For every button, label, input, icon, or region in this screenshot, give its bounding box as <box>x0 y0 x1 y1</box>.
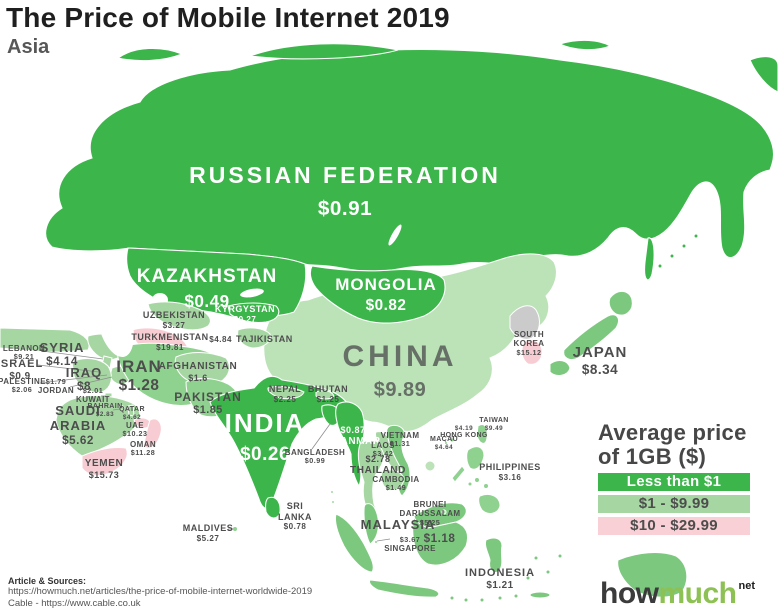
country-shape-india <box>209 375 349 509</box>
legend-band-1-to-9: $1 - $9.99 <box>598 494 750 513</box>
country-shape-philippines-luzon <box>466 446 485 470</box>
philippine-island <box>467 481 473 487</box>
philippine-island <box>474 477 480 483</box>
sunda-island <box>513 593 519 599</box>
legend-title-line1: Average price <box>598 420 747 445</box>
country-shape-myanmar <box>335 401 365 488</box>
andaman-island <box>330 490 334 494</box>
country-shape-sri-lanka <box>265 496 281 519</box>
arctic-island <box>249 43 399 60</box>
leader-singapore <box>376 538 391 542</box>
country-shape-japan-hokkaido <box>608 291 633 316</box>
leader-bahrain <box>112 408 121 411</box>
country-shape-tajikistan <box>237 327 271 349</box>
country-shape-qatar <box>127 404 135 417</box>
philippine-island <box>483 483 489 489</box>
kuril-island <box>669 253 675 259</box>
country-shape-indonesia-java <box>369 579 440 598</box>
source-link-article: https://howmuch.net/articles/the-price-o… <box>8 586 313 597</box>
country-shape-russia <box>45 48 775 272</box>
country-shape-singapore <box>373 539 379 545</box>
country-shape-brunei <box>441 509 447 515</box>
maluku-island <box>557 553 563 559</box>
country-shape-nepal <box>267 385 305 400</box>
legend-band-under-1: Less than $1 <box>598 472 750 491</box>
country-shape-philippines-palawan <box>451 465 466 483</box>
country-shape-south-korea <box>521 339 543 365</box>
howmuch-logo: howmuch net <box>600 577 756 610</box>
country-shape-philippines-mindanao <box>478 493 501 514</box>
hainan-island <box>424 460 436 472</box>
bering-land <box>749 56 779 93</box>
leader-palestine <box>39 374 108 384</box>
country-shape-oman <box>143 418 162 449</box>
leader-lebanon <box>41 350 104 360</box>
country-shape-north-korea <box>509 305 540 340</box>
sources-heading: Article & Sources: <box>8 576 87 586</box>
caspian-sea <box>96 286 134 358</box>
maluku-island <box>545 569 551 575</box>
country-shape-indonesia-kalimantan <box>412 515 469 566</box>
page-title: The Price of Mobile Internet 2019 <box>6 2 450 33</box>
arctic-island <box>116 47 184 62</box>
country-shape-japan-kyushu <box>549 360 571 376</box>
timor-island <box>529 591 551 599</box>
sources-block: Article & Sources: https://howmuch.net/a… <box>8 576 312 610</box>
kuril-island <box>681 243 687 249</box>
leader-jordan <box>69 376 113 388</box>
country-shape-turkey-edge <box>0 327 90 353</box>
legend: Average price of 1GB ($) Less than $1 $1… <box>598 421 766 535</box>
sunda-island <box>463 597 469 603</box>
country-shape-mongolia <box>309 265 446 324</box>
maluku-island <box>525 575 531 581</box>
country-shape-bhutan <box>315 390 335 400</box>
country-shape-bahrain <box>119 405 125 411</box>
sunda-island <box>479 597 485 603</box>
country-shape-yemen <box>81 447 128 476</box>
kuril-island <box>657 263 663 269</box>
country-shape-saudi-arabia <box>55 395 141 457</box>
legend-band-10-to-29: $10 - $29.99 <box>598 516 750 535</box>
andaman-island <box>331 500 335 504</box>
country-shape-maldives <box>232 526 238 532</box>
country-shape-indonesia-sumatra <box>335 513 374 573</box>
country-shape-malaysia-peninsula <box>363 503 379 545</box>
page-subtitle: Asia <box>7 36 50 58</box>
leader-macau <box>443 439 447 443</box>
source-link-cable: Cable - https://www.cable.co.uk <box>8 597 141 609</box>
legend-title-line2: of 1GB ($) <box>598 443 707 469</box>
maluku-island <box>533 555 539 561</box>
country-shape-japan-honshu <box>563 314 619 361</box>
country-shape-kyrgystan <box>227 302 280 324</box>
country-shape-indonesia-papua <box>617 552 688 598</box>
sakhalin-island <box>644 237 655 281</box>
lake-baikal <box>388 224 402 246</box>
country-shape-uzbekistan <box>147 301 211 331</box>
country-shape-cambodia <box>380 469 405 491</box>
country-shape-indonesia-sulawesi <box>485 537 503 573</box>
leader-israel <box>37 364 100 373</box>
arctic-island <box>558 39 612 51</box>
sunda-island <box>449 595 455 601</box>
sunda-island <box>497 595 503 601</box>
country-shape-taiwan <box>476 424 488 444</box>
lake-balkhash <box>240 288 264 298</box>
leader-bangladesh <box>311 423 331 450</box>
kuril-island <box>693 233 699 239</box>
